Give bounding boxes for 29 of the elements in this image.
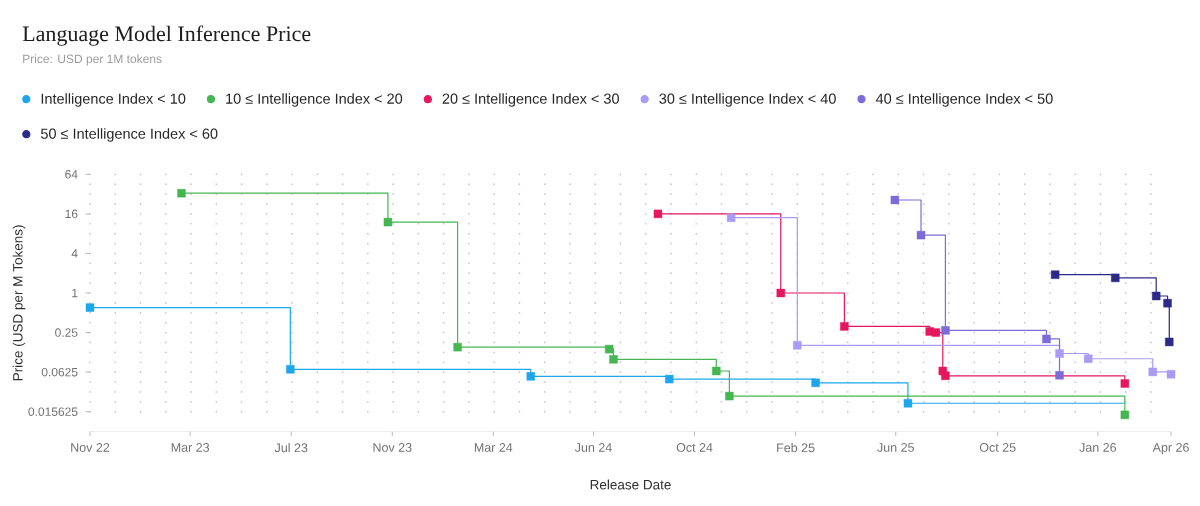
legend-label: Intelligence Index < 10 (41, 93, 186, 107)
x-tick-label: Jan 26 (1079, 443, 1117, 452)
x-tick-label: Jul 23 (274, 443, 308, 453)
x-tick-label: Jun 25 (877, 443, 914, 452)
x-tick-label: Nov 23 (373, 443, 412, 452)
chart-subtitle: Price: USD per 1M tokens (23, 54, 162, 66)
x-tick-label: Oct 25 (979, 443, 1016, 452)
x-tick-label: Nov 22 (71, 443, 110, 452)
legend-label: 10 ≤ Intelligence Index < 20 (226, 93, 403, 107)
x-tick-label: Apr 26 (1152, 443, 1189, 455)
x-axis-title: Release Date (590, 479, 671, 490)
y-tick-label: 0.0625 (41, 367, 78, 377)
y-tick-label: 0.015625 (28, 407, 78, 416)
legend-label: 40 ≤ Intelligence Index < 50 (875, 93, 1053, 107)
legend-label: 30 ≤ Intelligence Index < 40 (659, 93, 836, 107)
x-tick-label: Feb 25 (777, 443, 815, 453)
x-tick-label: Mar 23 (171, 443, 210, 452)
x-tick-label: Oct 24 (676, 443, 713, 452)
y-axis-title: Price (USD per M Tokens) (12, 225, 26, 381)
x-tick-label: Jun 24 (574, 443, 612, 452)
y-tick-label: 4 (71, 249, 78, 258)
legend-label: 20 ≤ Intelligence Index < 30 (442, 93, 619, 107)
y-tick-label: 0.25 (55, 328, 78, 337)
legend-label: 50 ≤ Intelligence Index < 60 (40, 128, 218, 142)
y-tick-label: 64 (65, 170, 78, 179)
x-tick-label: Mar 24 (474, 443, 513, 452)
chart-title: Language Model Inference Price (22, 25, 311, 46)
y-tick-label: 16 (65, 209, 78, 219)
y-tick-label: 1 (72, 288, 78, 298)
